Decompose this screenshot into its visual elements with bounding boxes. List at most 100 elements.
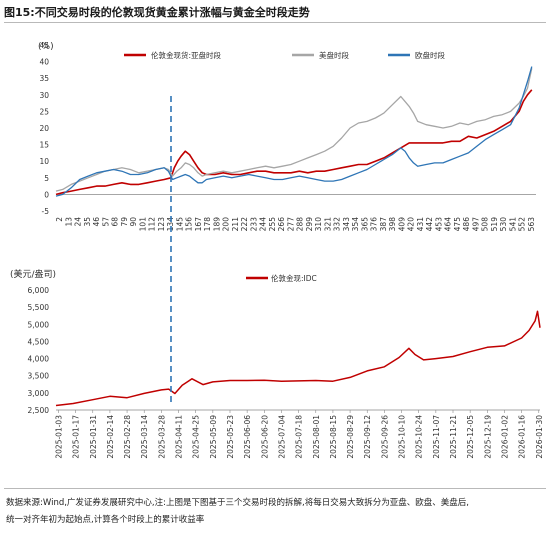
chart1-x-tick-label: 222 [240, 217, 249, 232]
chart1-y-tick-label: 40 [39, 58, 49, 67]
chart2-y-tick-label: 6,000 [28, 286, 50, 295]
chart1-x-tick-label: 332 [333, 217, 342, 232]
chart2-x-tick-label: 2025-12-05 [466, 415, 475, 459]
figure-title: 图15:不同交易时段的伦敦现货黄金累计涨幅与黄金全时段走势 [4, 4, 310, 20]
chart1-x-tick-label: 35 [83, 217, 92, 227]
chart1-x-tick-label: 178 [203, 217, 212, 232]
chart1-x-tick-label: 200 [222, 217, 231, 232]
chart1-y-tick-label: 20 [39, 124, 49, 133]
chart1-x-tick-label: 57 [101, 217, 110, 227]
chart2-x-tick-label: 2025-01-31 [89, 415, 98, 459]
chart1-x-tick-label: 530 [499, 217, 508, 232]
chart1-x-tick-label: 112 [148, 217, 157, 232]
figure-label: 图15: [4, 6, 35, 19]
chart1-x-tick-label: 288 [296, 217, 305, 232]
chart2-x-tick-label: 2026-01-16 [518, 415, 527, 459]
chart1-unit-label: (%) [38, 42, 54, 52]
chart2-x-tick-label: 2025-09-26 [380, 415, 389, 459]
chart1-x-tick-label: 376 [370, 217, 379, 232]
chart1-x-tick-label: 211 [231, 217, 240, 232]
chart2-y-tick-label: 4,000 [28, 355, 50, 364]
chart2-legend-label: 伦敦金现:IDC [271, 273, 317, 283]
chart1-x-tick-label: 101 [138, 217, 147, 232]
chart1-x-tick-label: 387 [379, 217, 388, 232]
chart1-y-tick-label: 30 [39, 91, 49, 100]
chart1-y-tick-label: 10 [39, 157, 49, 166]
chart2-x-tick-label: 2025-10-10 [398, 415, 407, 459]
chart2-x-tick-label: 2025-06-06 [243, 415, 252, 459]
chart1-y-tick-label: 25 [39, 107, 49, 116]
chart1-x-tick-label: 79 [120, 217, 129, 227]
chart1-x-tick-label: 244 [259, 217, 268, 232]
chart1-x-tick-label: 233 [249, 217, 258, 232]
chart1-y-tick-label: -5 [42, 207, 50, 216]
chart2-x-tick-label: 2025-01-03 [54, 415, 63, 459]
chart2-x-tick-label: 2025-01-17 [72, 415, 81, 459]
chart1-legend-label-2: 美盘时段 [319, 50, 349, 60]
chart1-series-line-1 [55, 89, 533, 196]
chart1-y-tick-label: 15 [39, 141, 49, 150]
chart1-x-tick-label: 134 [166, 217, 175, 232]
chart1-x-tick-label: 24 [74, 217, 83, 227]
chart1-x-tick-label: 167 [194, 217, 203, 232]
chart1-y-tick-label: 5 [44, 174, 49, 183]
chart1-x-tick-label: 398 [388, 217, 397, 232]
chart1-x-tick-label: 497 [471, 217, 480, 232]
chart2-series-line [55, 310, 541, 407]
chart2-x-tick-label: 2025-05-23 [226, 415, 235, 459]
chart2-y-tick-label: 3,500 [28, 372, 50, 381]
chart2-x-tick-label: 2025-02-28 [123, 415, 132, 459]
chart2-x-tick-label: 2025-03-28 [157, 415, 166, 459]
chart1-x-tick-label: 563 [527, 217, 536, 232]
chart1-x-tick-label: 354 [351, 217, 360, 232]
chart2-y-tick-label: 2,500 [28, 406, 50, 415]
chart1-x-tick-label: 486 [462, 217, 471, 232]
chart1-x-tick-label: 453 [434, 217, 443, 232]
chart1-x-tick-label: 431 [416, 217, 425, 232]
chart2-x-tick-label: 2025-04-11 [175, 415, 184, 459]
chart2-x-tick-label: 2025-11-07 [432, 415, 441, 459]
chart2-y-tick-label: 4,500 [28, 337, 50, 346]
chart2-x-tick-label: 2025-12-19 [483, 415, 492, 459]
chart1-series-line-2 [55, 68, 533, 192]
chart1-y-tick-label: 0 [44, 190, 49, 199]
chart1-x-tick-label: 255 [268, 217, 277, 232]
chart1-x-tick-label: 277 [286, 217, 295, 232]
chart1-legend-label-3: 欧盘时段 [415, 50, 445, 60]
chart1-x-tick-label: 189 [212, 217, 221, 232]
chart1-y-tick-label: 35 [39, 74, 49, 83]
chart2-x-tick-label: 2026-01-02 [500, 415, 509, 459]
chart1-x-tick-label: 46 [92, 217, 101, 227]
chart2-x-tick-label: 2025-07-18 [295, 415, 304, 459]
chart2-x-tick-label: 2025-08-01 [312, 415, 321, 459]
footnote: 数据来源:Wind,广发证券发展研究中心,注:上图是下图基于三个交易时段的拆解,… [6, 495, 546, 529]
chart2-x-tick-label: 2025-05-09 [209, 415, 218, 459]
chart1-x-tick-label: 464 [444, 217, 453, 232]
figure-title-text: 不同交易时段的伦敦现货黄金累计涨幅与黄金全时段走势 [34, 6, 310, 19]
chart2-x-tick-label: 2025-08-29 [346, 415, 355, 459]
chart1-x-tick-label: 13 [64, 217, 73, 227]
chart1-x-tick-label: 541 [508, 217, 517, 232]
chart1-x-tick-label: 343 [342, 217, 351, 232]
chart1-series-line-3 [55, 66, 533, 197]
chart2-x-tick-label: 2025-03-14 [140, 415, 149, 459]
chart1-x-tick-label: 442 [425, 217, 434, 232]
chart2-x-tick-label: 2025-11-21 [449, 415, 458, 459]
footer-divider [4, 488, 546, 489]
chart1-x-tick-label: 409 [397, 217, 406, 232]
chart1-x-tick-label: 519 [490, 217, 499, 232]
note-line: 统一对齐年初为起始点,计算各个时段上的累计收益率 [6, 515, 205, 525]
chart1-legend-label-1: 伦敦金现货:亚盘时段 [151, 50, 222, 60]
chart1-y-tick-label: 45 [39, 41, 49, 50]
chart1-x-tick-label: 310 [314, 217, 323, 232]
chart1-x-tick-label: 156 [185, 217, 194, 232]
chart2-x-tick-label: 2025-07-04 [277, 415, 286, 459]
chart1-x-tick-label: 266 [277, 217, 286, 232]
chart1-x-tick-label: 508 [481, 217, 490, 232]
chart1-x-tick-label: 475 [453, 217, 462, 232]
chart2-y-tick-label: 5,000 [28, 320, 50, 329]
source-line: 数据来源:Wind,广发证券发展研究中心,注:上图是下图基于三个交易时段的拆解,… [6, 498, 469, 508]
chart2-x-tick-label: 2026-01-30 [535, 415, 544, 459]
chart1-x-tick-label: 145 [175, 217, 184, 232]
